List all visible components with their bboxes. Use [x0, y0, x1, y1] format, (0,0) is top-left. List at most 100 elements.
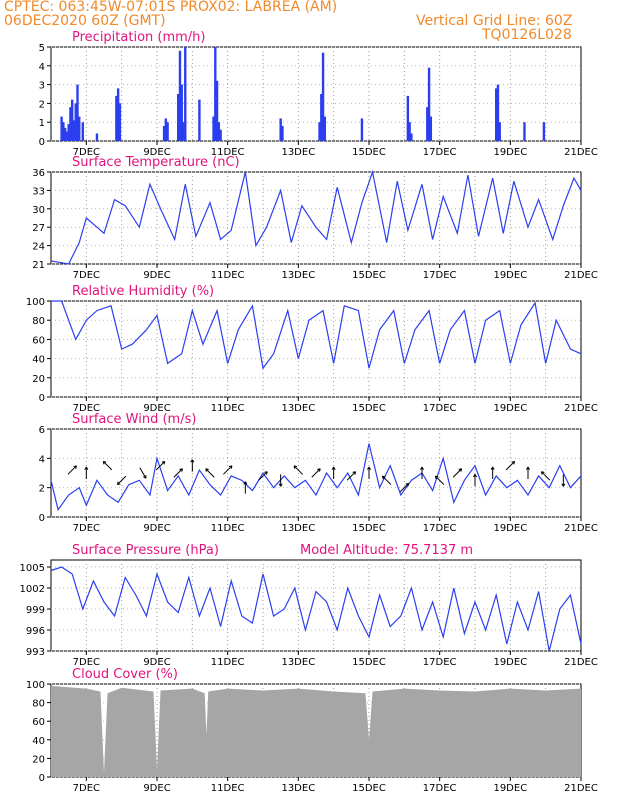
panel-title-wind: Surface Wind (m/s) [72, 412, 196, 427]
wind-arrow [155, 461, 166, 471]
panel-extra-pres: Model Altitude: 75.7137 m [300, 543, 473, 558]
panel-title-pres: Surface Pressure (hPa) [72, 543, 219, 558]
precip-bar [67, 124, 70, 141]
precip-bar [65, 131, 69, 141]
x-tick-label: 13DEC [281, 523, 315, 534]
x-tick-label: 13DEC [281, 270, 315, 281]
wind-arrow-head [381, 475, 386, 480]
x-tick-label: 9DEC [143, 783, 170, 794]
x-tick-label: 21DEC [564, 657, 598, 668]
wind-arrow-head [228, 465, 233, 469]
y-tick-label: 80 [32, 316, 45, 327]
precip-bar [281, 125, 284, 141]
series-line-pres [50, 566, 582, 652]
wind-arrow [346, 471, 356, 481]
y-tick-label: 0 [39, 137, 45, 148]
precip-bar [180, 84, 183, 141]
panel-title-rh: Relative Humidity (%) [72, 284, 214, 299]
wind-arrow [102, 461, 113, 471]
x-tick-label: 17DEC [423, 783, 457, 794]
precip-bar [166, 122, 169, 141]
wind-arrow-head [243, 481, 248, 485]
x-tick-label: 11DEC [211, 523, 245, 534]
precip-bar [162, 125, 166, 141]
x-tick-label: 15DEC [352, 270, 386, 281]
series-line-wind [50, 443, 582, 512]
wind-arrow [117, 475, 127, 485]
x-tick-label: 7DEC [73, 783, 100, 794]
x-tick-label: 7DEC [73, 403, 100, 414]
x-tick-label: 11DEC [211, 657, 245, 668]
wind-arrow-head [84, 466, 89, 470]
y-tick-label: 1002 [20, 584, 45, 595]
y-tick-label: 60 [32, 717, 45, 728]
x-tick-label: 9DEC [143, 657, 170, 668]
y-tick-label: 60 [32, 335, 45, 346]
precip-bar [198, 99, 201, 141]
y-tick-label: 0 [39, 773, 45, 784]
header-model-id: TQ0126L028 [482, 27, 572, 43]
y-tick-label: 0 [39, 393, 45, 404]
wind-arrow-head [367, 466, 371, 470]
precip-bar [63, 127, 67, 141]
header-date: 06DEC2020 60Z (GMT) [4, 13, 166, 29]
wind-arrow [258, 471, 268, 481]
y-tick-label: 24 [32, 242, 45, 253]
wind-arrow [311, 468, 321, 478]
wind-arrow-head [102, 460, 107, 465]
x-tick-label: 7DEC [73, 523, 100, 534]
x-tick-label: 17DEC [423, 523, 457, 534]
y-tick-label: 30 [32, 205, 45, 216]
y-tick-label: 27 [32, 223, 45, 234]
wind-arrow [505, 461, 515, 471]
precip-bar [217, 122, 221, 141]
x-tick-label: 19DEC [493, 783, 527, 794]
x-tick-label: 13DEC [281, 403, 315, 414]
precip-bar [498, 122, 501, 141]
precip-bar [115, 95, 118, 141]
panel-title-temp: Surface Temperature (nC) [72, 155, 240, 170]
wind-arrow-head [116, 481, 121, 486]
wind-arrow [139, 467, 147, 479]
panel-frame-temp [50, 171, 582, 265]
y-tick-label: 40 [32, 355, 45, 366]
wind-arrow-head [405, 482, 410, 487]
x-tick-label: 9DEC [143, 147, 170, 158]
precip-bar [542, 122, 546, 141]
x-tick-label: 13DEC [281, 147, 315, 158]
x-tick-label: 19DEC [493, 270, 527, 281]
x-tick-label: 17DEC [423, 270, 457, 281]
precip-bar [118, 103, 122, 141]
y-tick-label: 0 [39, 513, 45, 524]
wind-arrow [67, 465, 77, 475]
wind-arrow-head [490, 466, 495, 470]
precip-bar [116, 88, 120, 141]
precip-bar [215, 80, 219, 141]
wind-arrow [382, 475, 392, 485]
y-tick-label: 100 [26, 680, 45, 691]
precip-bar [184, 47, 187, 141]
precip-bar [279, 118, 282, 141]
x-tick-label: 17DEC [423, 147, 457, 158]
x-tick-label: 15DEC [352, 403, 386, 414]
wind-arrow-head [142, 475, 147, 479]
precip-bar [429, 116, 433, 141]
wind-arrow-head [473, 474, 477, 478]
wind-arrow [541, 471, 551, 481]
wind-arrow-head [561, 483, 566, 487]
y-tick-label: 2 [39, 99, 45, 110]
precip-bar [78, 116, 81, 141]
wind-arrow-head [293, 465, 298, 469]
wind-arrow [223, 465, 233, 475]
panel-title-cloud: Cloud Cover (%) [72, 667, 178, 682]
wind-arrow-head [264, 471, 268, 475]
x-tick-label: 7DEC [73, 147, 100, 158]
x-tick-label: 15DEC [352, 783, 386, 794]
x-tick-label: 19DEC [493, 657, 527, 668]
panel-frame-precip [50, 46, 582, 142]
y-tick-label: 33 [32, 186, 45, 197]
precip-bar [60, 116, 63, 141]
wind-arrow-head [511, 460, 516, 465]
x-tick-label: 11DEC [211, 270, 245, 281]
precip-bar [69, 107, 72, 141]
